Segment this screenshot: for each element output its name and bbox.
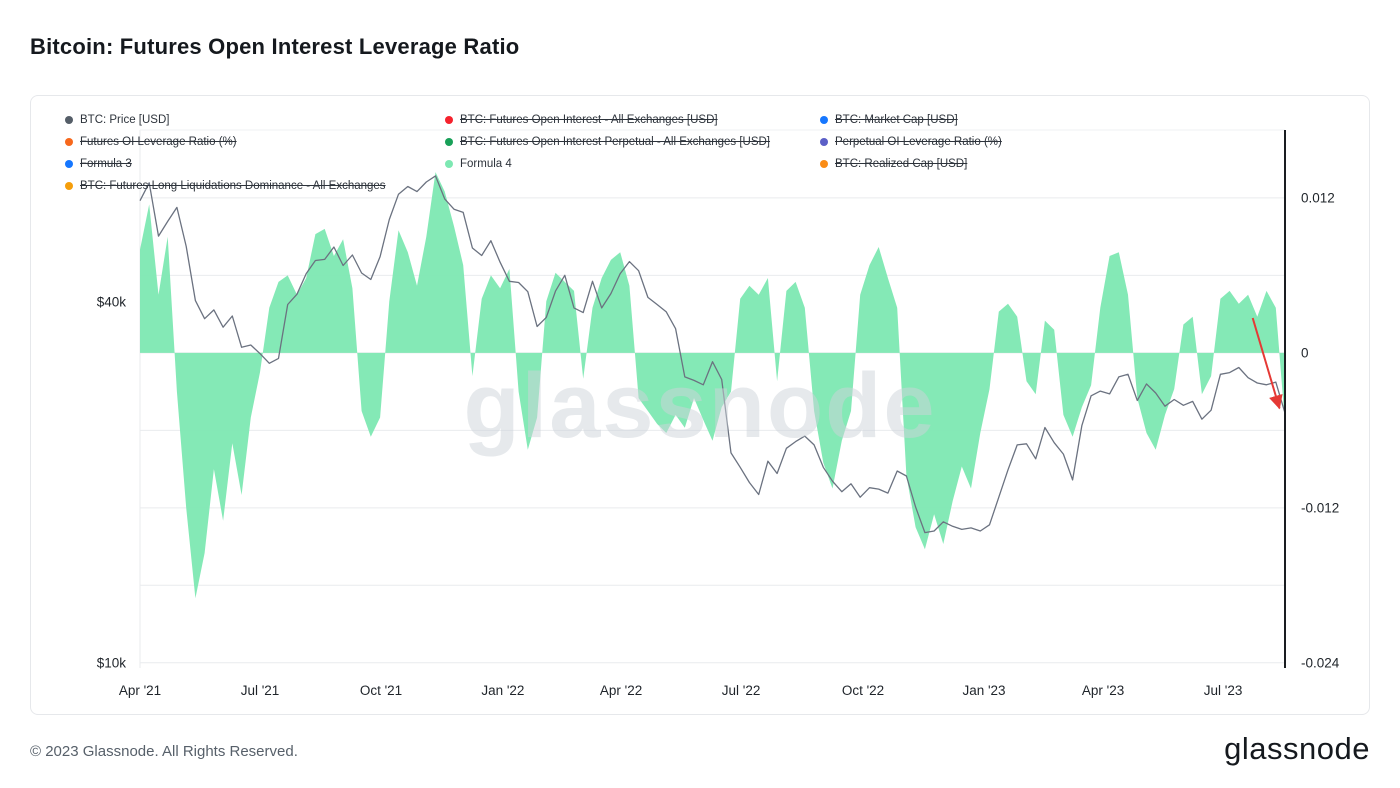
legend-label: Perpetual OI Leverage Ratio (%) (835, 136, 1002, 148)
x-axis-label: Apr '23 (1082, 683, 1124, 698)
legend-color-dot (445, 160, 453, 168)
page-title: Bitcoin: Futures Open Interest Leverage … (30, 34, 520, 59)
legend-item-formula-3[interactable]: Formula 3 (65, 156, 132, 172)
chart-legend: BTC: Price [USD] BTC: Futures Open Intere… (31, 96, 1369, 206)
glassnode-logo: glassnode (1224, 731, 1370, 766)
legend-color-dot (65, 138, 73, 146)
legend-label: BTC: Futures Open Interest Perpetual - A… (460, 136, 771, 148)
legend-item-futures-oi-leverage-ratio[interactable]: Futures OI Leverage Ratio (%) (65, 134, 237, 150)
x-axis-label: Apr '21 (119, 683, 161, 698)
legend-item-btc-market-cap-usd[interactable]: BTC: Market Cap [USD] (820, 112, 958, 128)
legend-color-dot (65, 182, 73, 190)
btc-price-line-series (139, 175, 1286, 534)
legend-label: Formula 4 (460, 158, 512, 170)
glassnode-watermark: glassnode (463, 355, 936, 457)
x-axis-label: Oct '22 (842, 683, 884, 698)
legend-label: BTC: Realized Cap [USD] (835, 158, 968, 170)
legend-label: BTC: Futures Open Interest - All Exchang… (460, 114, 718, 126)
left-axis-label: $10k (97, 656, 127, 671)
legend-item-formula-4[interactable]: Formula 4 (445, 156, 512, 172)
legend-label: BTC: Price [USD] (80, 114, 170, 126)
legend-color-dot (65, 160, 73, 168)
chart-card: glassnode 0.012 0 -0.012 -0.024 $40k $10k Apr '… (30, 95, 1370, 715)
right-axis-label: -0.012 (1301, 500, 1339, 515)
right-axis-label: 0 (1301, 345, 1309, 360)
right-axis-label: 0.012 (1301, 190, 1335, 205)
left-axis-label: $40k (97, 294, 127, 309)
x-axis-label: Jul '23 (1204, 683, 1243, 698)
legend-color-dot (65, 116, 73, 124)
legend-item-btc-price-usd[interactable]: BTC: Price [USD] (65, 112, 169, 128)
x-axis-label: Jul '21 (241, 683, 280, 698)
legend-color-dot (820, 116, 828, 124)
x-axis-label: Oct '21 (360, 683, 402, 698)
legend-label: BTC: Market Cap [USD] (835, 114, 958, 126)
right-axis-label: -0.024 (1301, 655, 1340, 670)
formula4-area-series (140, 172, 1285, 599)
legend-color-dot (445, 138, 453, 146)
legend-color-dot (445, 116, 453, 124)
drop-annotation-arrow (1251, 317, 1283, 410)
legend-label: Formula 3 (80, 158, 132, 170)
copyright-text: © 2023 Glassnode. All Rights Reserved. (30, 743, 298, 760)
legend-item-btc-realized-cap-usd[interactable]: BTC: Realized Cap [USD] (820, 156, 967, 172)
legend-color-dot (820, 160, 828, 168)
x-axis-label: Jul '22 (722, 683, 761, 698)
legend-item-btc-futures-open-interest-perpetual-all-exchanges-usd[interactable]: BTC: Futures Open Interest Perpetual - A… (445, 134, 770, 150)
x-axis-label: Jan '23 (962, 683, 1005, 698)
x-axis-label: Jan '22 (481, 683, 524, 698)
legend-color-dot (820, 138, 828, 146)
legend-label: BTC: Futures Long Liquidations Dominance… (80, 180, 386, 192)
legend-item-perpetual-oi-leverage-ratio[interactable]: Perpetual OI Leverage Ratio (%) (820, 134, 1002, 150)
legend-label: Futures OI Leverage Ratio (%) (80, 136, 237, 148)
x-axis-label: Apr '22 (600, 683, 642, 698)
legend-item-btc-futures-open-interest-all-exchanges-usd[interactable]: BTC: Futures Open Interest - All Exchang… (445, 112, 718, 128)
chart-plot-area[interactable]: glassnode 0.012 0 -0.012 -0.024 $40k $10k Apr '… (31, 96, 1369, 714)
legend-item-btc-futures-long-liquidations-dominance-all-exchanges[interactable]: BTC: Futures Long Liquidations Dominance… (65, 178, 386, 194)
